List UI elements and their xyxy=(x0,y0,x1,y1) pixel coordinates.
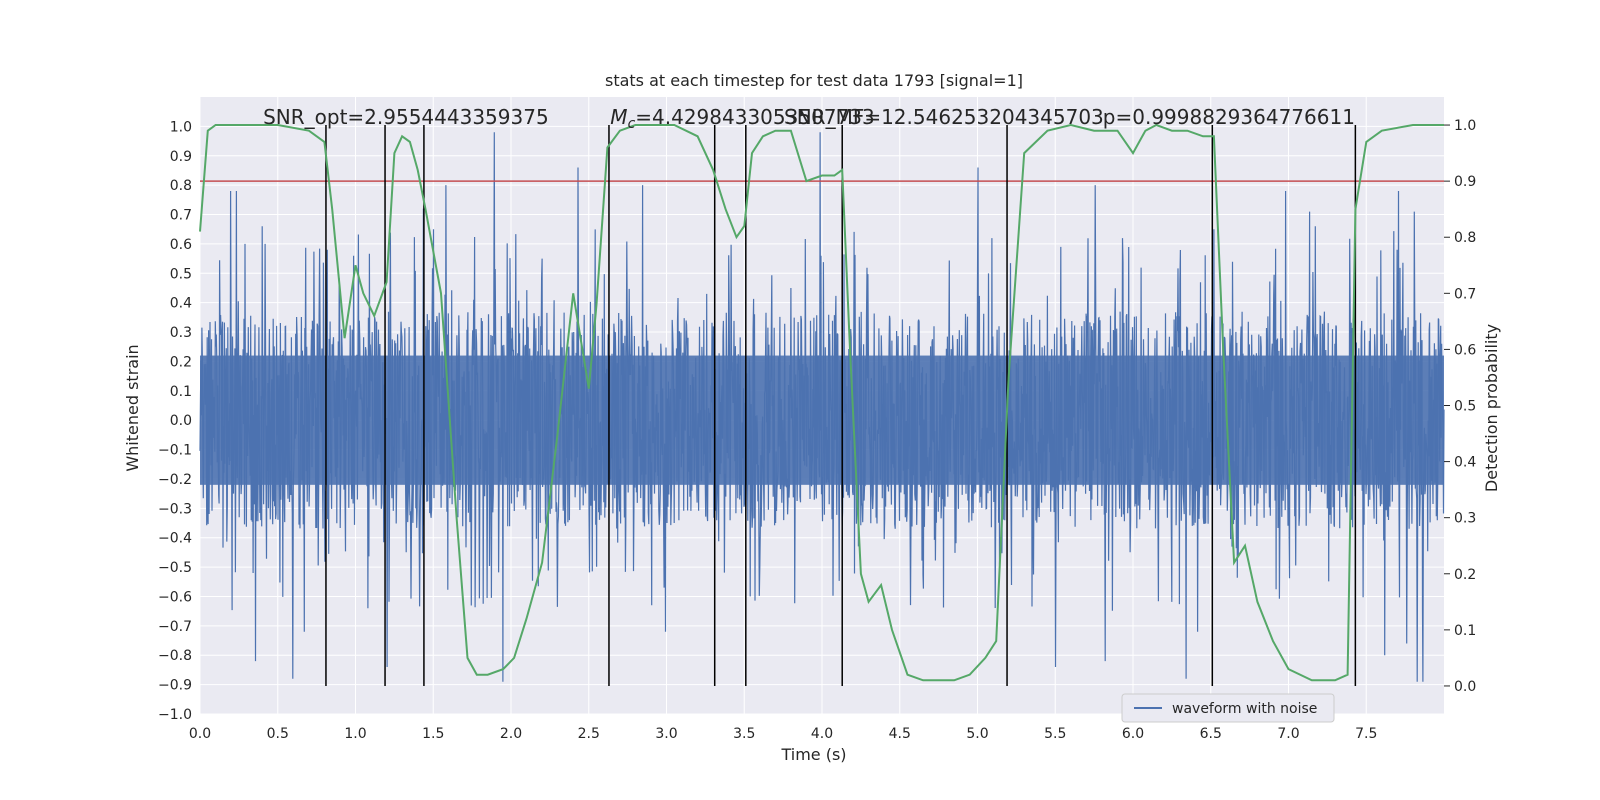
x-axis-ticks: 0.0 0.5 1.0 1.5 2.0 2.5 3.0 3.5 4.0 4.5 5.0 5.5 6.0 6… xyxy=(189,726,1378,742)
x-tick-label: 2.5 xyxy=(578,726,600,742)
x-tick-label: 5.5 xyxy=(1044,726,1066,742)
y2-tick-label: 0.1 xyxy=(1454,623,1476,639)
x-tick-label: 6.0 xyxy=(1122,726,1144,742)
legend-label-waveform: waveform with noise xyxy=(1172,701,1317,717)
y-tick-label: −0.9 xyxy=(158,678,192,694)
y2-tick-label: 0.9 xyxy=(1454,174,1476,190)
y-tick-label: 0.8 xyxy=(170,178,192,194)
y-tick-label: 0.9 xyxy=(170,149,192,165)
y2-tick-label: 0.0 xyxy=(1454,679,1476,695)
x-tick-label: 1.0 xyxy=(344,726,366,742)
waveform-with-noise xyxy=(199,132,1445,682)
x-tick-label: 7.0 xyxy=(1277,726,1299,742)
y2-axis-ticks: 0.0 0.1 0.2 0.3 0.4 0.5 0.6 0.7 0.8 0.9 1.0 xyxy=(1444,118,1476,695)
series-detection-probability xyxy=(199,123,1444,682)
y2-tick-label: 0.7 xyxy=(1454,286,1476,302)
y-tick-label: −0.7 xyxy=(158,619,192,635)
x-tick-label: 0.5 xyxy=(267,726,289,742)
waveform-core-band xyxy=(200,355,1444,485)
plot-area xyxy=(199,97,1445,715)
y-tick-label: −1.0 xyxy=(158,707,192,723)
x-tick-label: 5.0 xyxy=(966,726,988,742)
y-tick-label: 0.6 xyxy=(170,237,192,253)
y-tick-label: 0.4 xyxy=(170,296,192,312)
y2-tick-label: 0.2 xyxy=(1454,567,1476,583)
y-tick-label: −0.8 xyxy=(158,648,192,664)
y-axis-label: Whitened strain xyxy=(123,344,142,471)
y2-axis-label: Detection probability xyxy=(1482,324,1501,492)
y-tick-label: 0.2 xyxy=(170,354,192,370)
y-tick-label: −0.4 xyxy=(158,531,192,547)
annotation-3: p=0.9998829364776611 xyxy=(1103,105,1355,129)
y-tick-label: −0.3 xyxy=(158,501,192,517)
legend: waveform with noise xyxy=(1121,693,1335,723)
chart-title: stats at each timestep for test data 179… xyxy=(605,71,1023,90)
x-tick-label: 1.5 xyxy=(422,726,444,742)
y2-tick-label: 0.5 xyxy=(1454,399,1476,415)
y-tick-label: −0.6 xyxy=(158,589,192,605)
annotation-2: SNR_MF=12.546253204345703 xyxy=(784,105,1104,129)
y-tick-label: −0.1 xyxy=(158,443,192,459)
x-tick-label: 3.5 xyxy=(733,726,755,742)
x-tick-label: 3.0 xyxy=(655,726,677,742)
y2-tick-label: 0.6 xyxy=(1454,342,1476,358)
y-tick-label: 0.5 xyxy=(170,266,192,282)
y2-tick-label: 0.8 xyxy=(1454,230,1476,246)
x-tick-label: 0.0 xyxy=(189,726,211,742)
annotations: SNR_opt=2.9554443359375 Mc=4.429843305350… xyxy=(263,105,1355,132)
legend-box xyxy=(1121,693,1335,723)
annotation-mc: Mc=4.4298433053507733 xyxy=(610,105,874,132)
annotation-0: SNR_opt=2.9554443359375 xyxy=(263,105,549,129)
event-lines xyxy=(325,125,1357,686)
y-tick-label: 0.1 xyxy=(170,384,192,400)
y2-tick-label: 0.3 xyxy=(1454,511,1476,527)
y-tick-label: −0.5 xyxy=(158,560,192,576)
x-tick-label: 2.0 xyxy=(500,726,522,742)
y-axis-ticks: −1.0 −0.9 −0.8 −0.7 −0.6 −0.5 −0.4 −0.3 −0.2 −0.1… xyxy=(158,119,192,723)
y-tick-label: −0.2 xyxy=(158,472,192,488)
y-tick-label: 0.0 xyxy=(170,413,192,429)
x-tick-label: 6.5 xyxy=(1200,726,1222,742)
x-tick-label: 4.0 xyxy=(811,726,833,742)
x-tick-label: 7.5 xyxy=(1355,726,1377,742)
y-tick-label: 0.7 xyxy=(170,208,192,224)
y-tick-label: 0.3 xyxy=(170,325,192,341)
x-axis-label: Time (s) xyxy=(780,745,846,764)
y2-tick-label: 1.0 xyxy=(1454,118,1476,134)
x-tick-label: 4.5 xyxy=(889,726,911,742)
y2-tick-label: 0.4 xyxy=(1454,455,1476,471)
y-tick-label: 1.0 xyxy=(170,119,192,135)
